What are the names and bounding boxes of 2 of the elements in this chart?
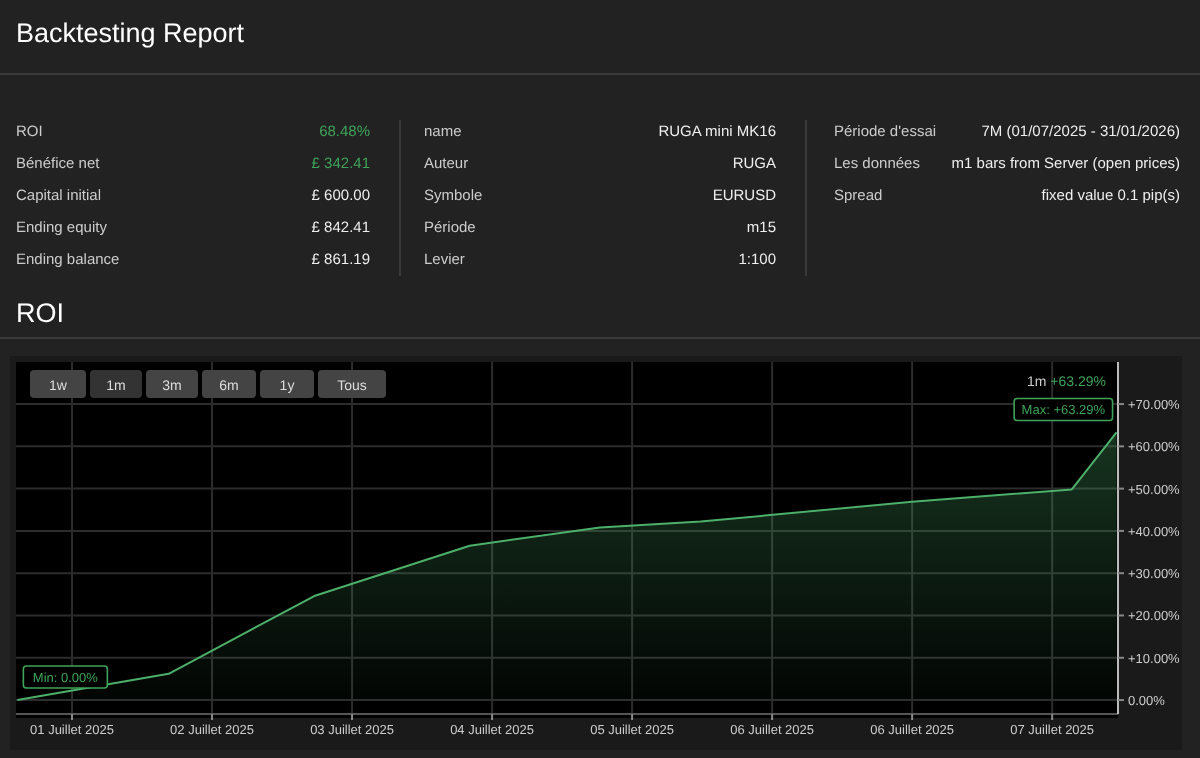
chart-title: Backtesting Report (16, 18, 245, 48)
chart-subtitle: ROI (16, 298, 65, 328)
